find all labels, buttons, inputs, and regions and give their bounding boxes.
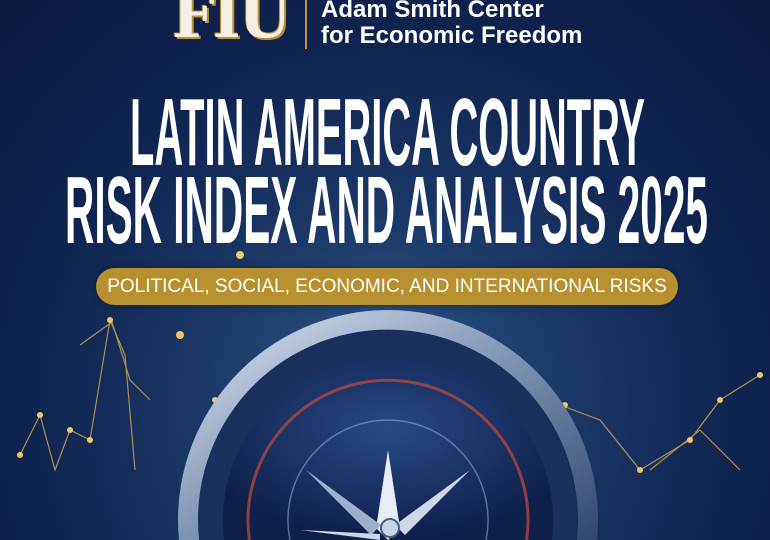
logo-divider bbox=[305, 0, 307, 49]
fiu-logo: FIU Adam Smith Center for Economic Freed… bbox=[172, 0, 582, 52]
center-name-line2: for Economic Freedom bbox=[321, 22, 583, 49]
title-line-2: RISK INDEX AND ANALYSIS 2025 bbox=[65, 157, 708, 260]
compass-icon bbox=[178, 310, 599, 540]
center-name: Adam Smith Center for Economic Freedom bbox=[321, 0, 582, 49]
network-lines-left bbox=[19, 317, 151, 472]
page-title: LATIN AMERICA COUNTRY RISK INDEX AND ANA… bbox=[65, 79, 708, 260]
title-line-1: LATIN AMERICA COUNTRY bbox=[130, 79, 645, 186]
center-name-line1: Adam Smith Center bbox=[321, 0, 544, 23]
fiu-logo-mark: FIU bbox=[172, 0, 291, 52]
network-dots-right bbox=[562, 372, 763, 473]
network-lines-right bbox=[559, 374, 761, 471]
subtitle-badge: POLITICAL, SOCIAL, ECONOMIC, AND INTERNA… bbox=[96, 268, 678, 305]
